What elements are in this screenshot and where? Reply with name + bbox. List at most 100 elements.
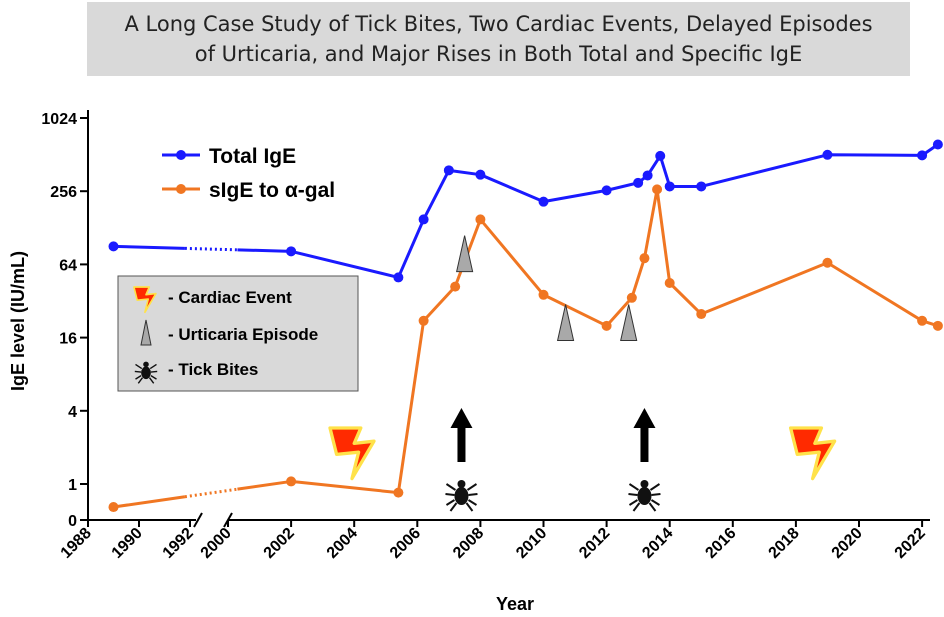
data-point-total-ige	[538, 196, 549, 207]
key-cardiac-event-icon	[133, 286, 157, 314]
x-axis-break-mark	[193, 512, 203, 528]
y-axis-title: IgE level (IU/mL)	[8, 251, 28, 391]
y-tick-label: 16	[59, 331, 77, 348]
cardiac-event-bolt-shape	[788, 426, 837, 481]
tick-bite-arrow-shaft	[640, 425, 649, 462]
data-point-total-ige	[601, 185, 612, 196]
data-point-sige	[286, 476, 297, 487]
legend-label-sige: sIgE to α-gal	[209, 179, 335, 202]
key-cardiac-event-label: - Cardiac Event	[168, 288, 292, 307]
series-break-segment-sige	[184, 487, 238, 499]
y-tick-label: 0	[68, 513, 77, 530]
tick-head	[457, 480, 466, 488]
x-tick-label: 2006	[387, 525, 424, 562]
data-point-sige	[538, 289, 549, 300]
data-point-sige	[475, 214, 486, 225]
data-point-total-ige	[822, 149, 833, 160]
series-line-sige	[290, 187, 939, 495]
x-tick-label: 2022	[892, 525, 929, 562]
key-tick-label: - Tick Bites	[168, 360, 258, 379]
y-tick-label: 256	[50, 184, 77, 201]
chart-title-line-1: A Long Case Study of Tick Bites, Two Car…	[124, 12, 873, 36]
tick-bite-arrow-head	[450, 408, 473, 428]
data-point-sige	[639, 253, 650, 264]
key-urticaria-label: - Urticaria Episode	[168, 325, 318, 344]
series-layer	[108, 139, 943, 513]
tick-bite-arrow-head	[633, 408, 656, 428]
tick-bite-arrow-shaft	[457, 425, 466, 462]
x-tick-label: 2018	[766, 525, 803, 562]
data-point-total-ige	[696, 181, 707, 192]
urticaria-episode-icon	[620, 304, 638, 342]
data-point-total-ige	[475, 169, 486, 180]
data-point-sige	[601, 320, 612, 331]
data-point-sige	[418, 315, 429, 326]
x-tick-label: 2012	[576, 525, 613, 562]
series-segment-total-ige	[113, 244, 185, 250]
data-point-total-ige	[108, 241, 119, 252]
series-line-total-ige	[290, 143, 939, 279]
legend-marker-sige	[176, 184, 186, 194]
chart-title-line-2: of Urticaria, and Major Rises in Both To…	[194, 42, 803, 66]
x-tick-label: 1990	[109, 525, 146, 562]
tick-body	[454, 487, 469, 505]
y-tick-label: 1024	[41, 111, 77, 128]
data-point-total-ige	[633, 177, 644, 188]
data-point-total-ige	[393, 272, 404, 283]
data-point-total-ige	[655, 150, 666, 161]
data-point-sige	[108, 502, 119, 513]
y-tick-label: 1	[68, 477, 77, 494]
x-axis-title: Year	[496, 594, 534, 614]
x-tick-label: 1992	[160, 525, 197, 562]
y-tick-label: 4	[68, 404, 77, 421]
cardiac-event-bolt-shape	[328, 426, 376, 481]
series-segment-sige	[237, 479, 292, 491]
tick-head	[640, 480, 649, 488]
data-point-sige	[932, 320, 943, 331]
data-point-total-ige	[642, 170, 653, 181]
data-point-total-ige	[917, 150, 928, 161]
series-segment-sige	[113, 495, 186, 509]
symbol-key: - Cardiac Event - Urticaria Episode - Ti…	[117, 275, 359, 392]
data-point-sige	[626, 292, 637, 303]
x-tick-label: 1988	[58, 525, 95, 562]
data-point-total-ige	[286, 246, 297, 257]
key-urticaria-icon	[140, 319, 152, 346]
x-tick-label: 2008	[450, 525, 487, 562]
tick-body	[637, 487, 652, 505]
series-segment-total-ige	[237, 248, 292, 253]
y-tick-label: 64	[59, 257, 77, 274]
data-point-total-ige	[418, 214, 429, 225]
key-tick-icon	[134, 361, 158, 384]
data-point-sige	[450, 281, 461, 292]
annotation-layer	[328, 235, 837, 512]
legend: Total IgE sIgE to α-gal	[162, 145, 335, 202]
x-tick-label: 2010	[513, 525, 550, 562]
tick-bite-icon	[628, 480, 661, 512]
x-tick-label: 2016	[702, 525, 739, 562]
urticaria-episode-icon	[456, 235, 474, 273]
data-point-sige	[917, 315, 928, 326]
urticaria-episode-icon	[556, 304, 575, 342]
tick-legs	[628, 483, 661, 512]
tick-legs	[445, 483, 478, 512]
x-tick-label: 2020	[829, 525, 866, 562]
series-break-segment-total-ige	[184, 246, 238, 252]
data-point-total-ige	[664, 181, 675, 192]
data-point-sige	[652, 184, 663, 195]
x-tick-label: 2000	[198, 525, 235, 562]
data-point-total-ige	[932, 139, 943, 150]
data-point-total-ige	[443, 165, 454, 176]
x-tick-label: 2014	[639, 525, 676, 562]
x-tick-label: 2002	[261, 525, 298, 562]
data-point-sige	[393, 487, 404, 498]
symbol-key-box	[117, 275, 359, 392]
tick-bite-icon	[445, 480, 478, 512]
data-point-sige	[696, 309, 707, 320]
legend-marker-total-ige	[176, 150, 186, 160]
x-tick-label: 2004	[324, 525, 361, 562]
legend-label-total-ige: Total IgE	[209, 145, 296, 168]
chart-title-box: A Long Case Study of Tick Bites, Two Car…	[87, 2, 910, 76]
cardiac-event-icon	[788, 426, 837, 481]
